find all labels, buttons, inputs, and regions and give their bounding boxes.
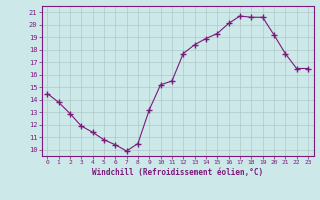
X-axis label: Windchill (Refroidissement éolien,°C): Windchill (Refroidissement éolien,°C) [92,168,263,177]
